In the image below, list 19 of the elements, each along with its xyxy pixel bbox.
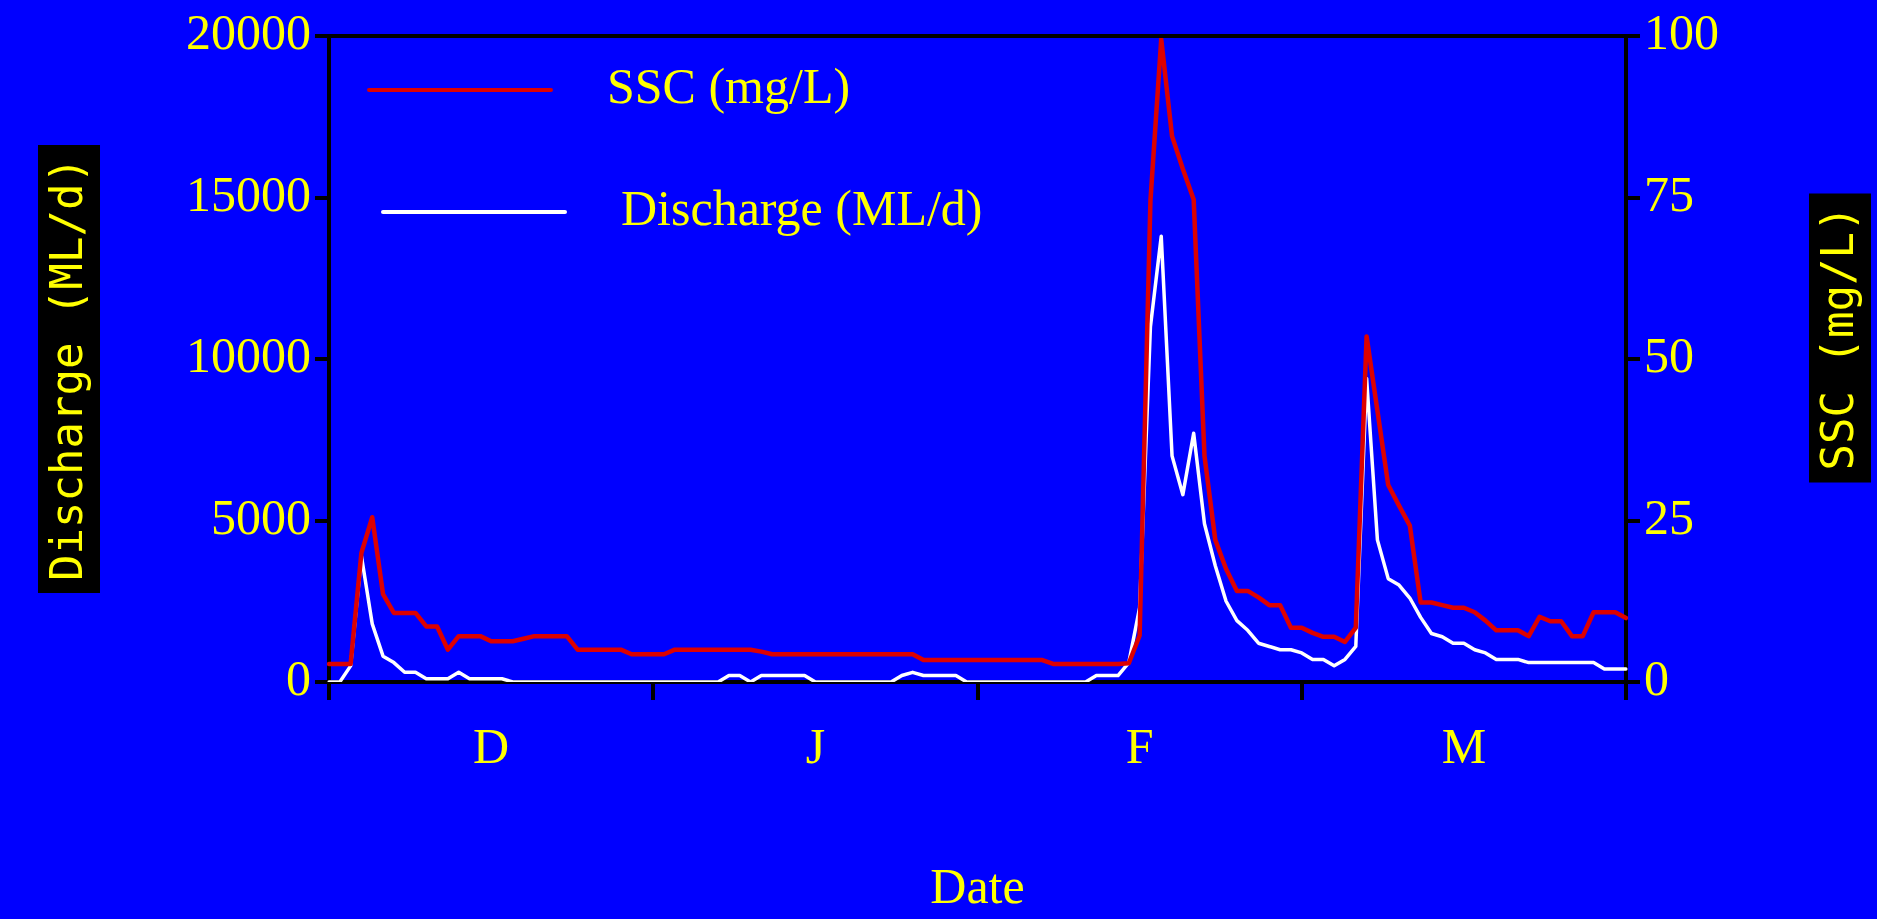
y2-tick-label: 50 bbox=[1644, 327, 1694, 384]
x-tick-label: D bbox=[473, 718, 510, 775]
y2-tick-label: 100 bbox=[1644, 4, 1719, 61]
x-tick-label: F bbox=[1125, 718, 1154, 775]
y-tick-label: 0 bbox=[286, 650, 311, 707]
y2-tick-label: 75 bbox=[1644, 165, 1694, 222]
y2-axis-title: SSC (mg/L) bbox=[1812, 205, 1864, 471]
y2-tick-label: 0 bbox=[1644, 650, 1669, 707]
x-axis-title: Date bbox=[930, 858, 1025, 915]
x-tick-label: M bbox=[1441, 718, 1487, 775]
x-tick-label: J bbox=[805, 718, 826, 775]
legend-label: Discharge (ML/d) bbox=[621, 180, 983, 237]
legend-label: SSC (mg/L) bbox=[607, 58, 851, 115]
y-tick-label: 20000 bbox=[186, 4, 311, 61]
y-tick-label: 15000 bbox=[186, 165, 311, 222]
y2-tick-label: 25 bbox=[1644, 488, 1694, 545]
y-tick-label: 5000 bbox=[211, 488, 311, 545]
y-axis-title: Discharge (ML/d) bbox=[41, 157, 93, 581]
y-tick-label: 10000 bbox=[186, 327, 311, 384]
